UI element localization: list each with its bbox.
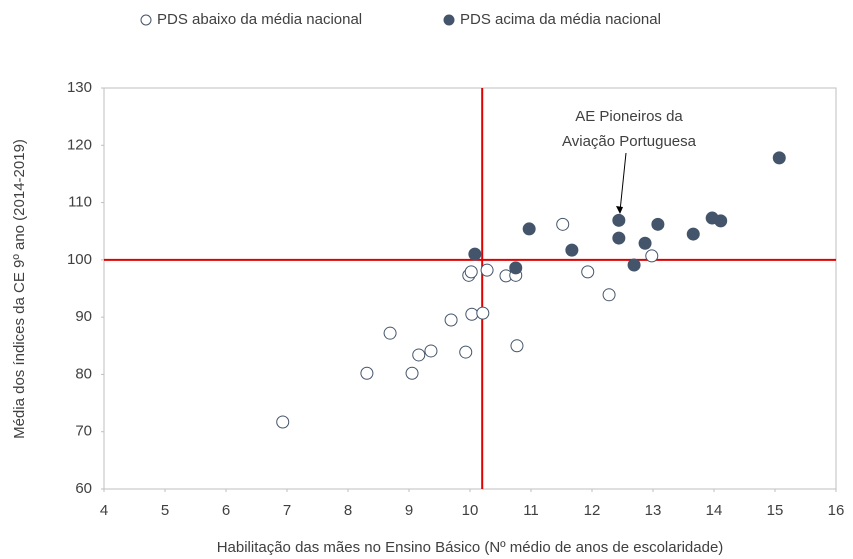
- point: [276, 415, 290, 429]
- point: [645, 249, 659, 263]
- point: [627, 258, 641, 272]
- point: [651, 217, 665, 231]
- point: [480, 263, 494, 277]
- x-tick-label: 13: [645, 502, 662, 519]
- y-tick-label: 70: [75, 423, 92, 440]
- point: [412, 348, 426, 362]
- point: [444, 313, 458, 327]
- point: [686, 227, 700, 241]
- legend-marker: [443, 14, 455, 26]
- legend-marker: [140, 14, 152, 26]
- x-tick-label: 14: [706, 502, 723, 519]
- point: [383, 326, 397, 340]
- point: [468, 247, 482, 261]
- x-tick-label: 12: [584, 502, 601, 519]
- point: [772, 151, 786, 165]
- x-tick-label: 7: [283, 502, 291, 519]
- annotation-arrow: [619, 152, 627, 212]
- point: [424, 344, 438, 358]
- annotation-arrowhead: [616, 206, 623, 214]
- x-axis-label: Habilitação das mães no Ensino Básico (N…: [217, 539, 724, 556]
- point: [602, 288, 616, 302]
- legend-label: PDS acima da média nacional: [460, 11, 661, 28]
- point: [510, 339, 524, 353]
- point: [714, 214, 728, 228]
- y-tick-label: 80: [75, 365, 92, 382]
- point: [476, 306, 490, 320]
- point: [465, 307, 479, 321]
- x-tick-label: 10: [462, 502, 479, 519]
- x-tick-label: 15: [767, 502, 784, 519]
- y-tick-label: 90: [75, 308, 92, 325]
- x-tick-label: 4: [100, 502, 108, 519]
- y-tick-label: 120: [67, 136, 92, 153]
- point: [565, 243, 579, 257]
- plot-border: [103, 87, 837, 490]
- y-axis-label: Média dos índices da CE 9º ano (2014-201…: [11, 139, 28, 439]
- x-tick-label: 16: [828, 502, 845, 519]
- point: [581, 265, 595, 279]
- point: [612, 213, 626, 227]
- point: [638, 236, 652, 250]
- point: [509, 261, 523, 275]
- y-tick-label: 100: [67, 251, 92, 268]
- point: [459, 345, 473, 359]
- x-tick-label: 6: [222, 502, 230, 519]
- x-tick-label: 11: [523, 502, 539, 519]
- point: [360, 366, 374, 380]
- x-tick-label: 9: [405, 502, 413, 519]
- x-tick-label: 8: [344, 502, 352, 519]
- point: [612, 231, 626, 245]
- y-tick-label: 60: [75, 480, 92, 497]
- y-tick-label: 110: [68, 194, 92, 211]
- annotation: AE Pioneiros da: [575, 108, 683, 125]
- point: [556, 217, 570, 231]
- legend-label: PDS abaixo da média nacional: [157, 11, 362, 28]
- point: [522, 222, 536, 236]
- point: [464, 265, 478, 279]
- annotation: Aviação Portuguesa: [562, 133, 697, 150]
- y-tick-label: 130: [67, 79, 92, 96]
- x-tick-label: 5: [161, 502, 169, 519]
- point: [405, 366, 419, 380]
